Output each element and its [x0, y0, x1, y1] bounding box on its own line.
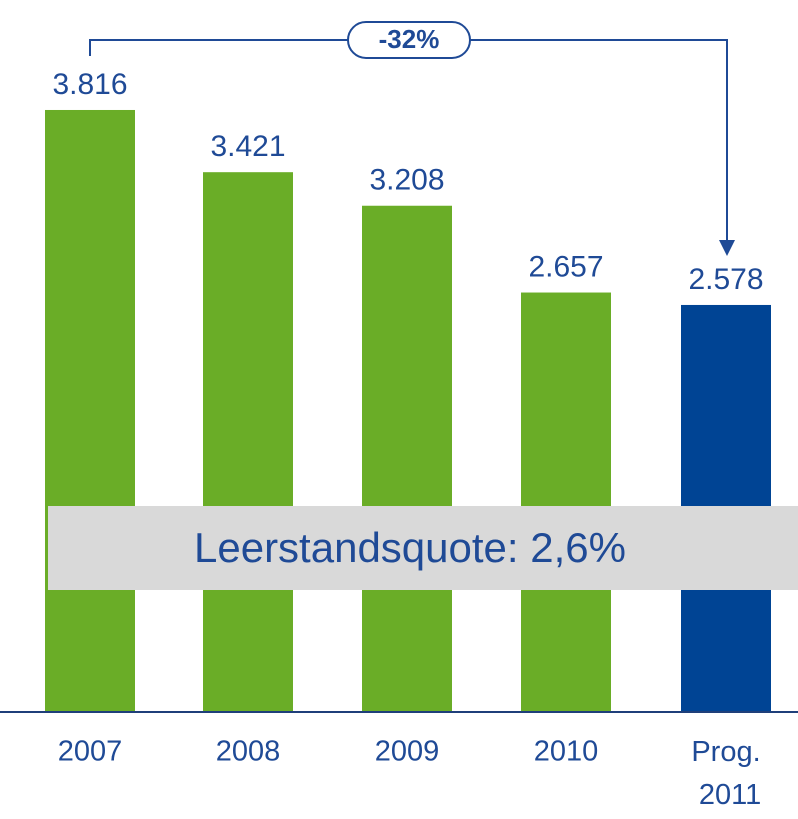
note-label: Leerstandsquote: 2,6% — [194, 524, 626, 571]
value-label: 3.816 — [52, 68, 127, 101]
change-label: -32% — [379, 24, 440, 54]
x-tick-label: 2008 — [216, 736, 281, 768]
note-band — [48, 506, 798, 590]
value-label: 3.208 — [369, 164, 444, 197]
bar — [45, 109, 135, 712]
value-label: 2.578 — [688, 263, 763, 296]
x-tick-label: 2010 — [534, 736, 599, 768]
x-tick-label: 2009 — [375, 736, 440, 768]
value-label: 2.657 — [528, 250, 603, 283]
x-tick-label: 2007 — [58, 736, 123, 768]
change-bracket — [89, 21, 735, 256]
x-tick-label: Prog. 2011 — [691, 736, 761, 811]
bar — [203, 172, 293, 711]
value-label: 3.421 — [210, 130, 285, 163]
bar — [362, 205, 452, 712]
bar — [521, 292, 611, 711]
